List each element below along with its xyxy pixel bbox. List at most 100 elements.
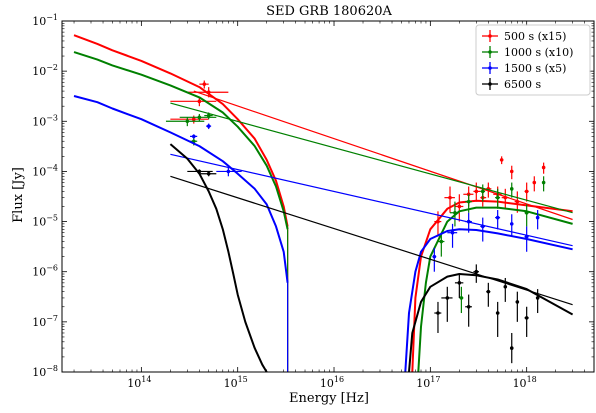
series-2-marker bbox=[206, 113, 211, 118]
legend-marker-dot bbox=[488, 66, 492, 70]
series-3-marker bbox=[226, 169, 231, 174]
series-4-marker bbox=[457, 281, 462, 285]
legend-marker-dot bbox=[488, 34, 492, 38]
series-1-data-point bbox=[444, 186, 455, 213]
series-2-optical-model-line bbox=[73, 51, 289, 230]
series-4-marker bbox=[495, 311, 500, 315]
legend-label: 500 s (x15) bbox=[504, 30, 566, 43]
legend-entry: 1500 s (x5) bbox=[482, 62, 566, 75]
x-tick-label: 1018 bbox=[513, 375, 537, 390]
series-3-powerlaw-line bbox=[170, 153, 573, 247]
series-4-marker bbox=[509, 346, 514, 350]
series-2-data-point bbox=[459, 286, 464, 314]
series-2-marker bbox=[185, 119, 190, 124]
series-4-data-point bbox=[441, 286, 453, 322]
series-2-marker bbox=[541, 180, 546, 185]
plot-area bbox=[73, 34, 574, 372]
series-2-marker bbox=[197, 115, 202, 120]
y-tick-label: 10−7 bbox=[32, 314, 58, 329]
series-3-marker bbox=[509, 222, 514, 226]
legend: 500 s (x15) 1000 s (x10) 1500 s (x5) 6500 s bbox=[475, 24, 591, 96]
series-1-data-point bbox=[509, 165, 514, 180]
y-tick-label: 10−5 bbox=[32, 214, 58, 229]
axes-frame bbox=[61, 20, 595, 373]
series-4-data-point bbox=[515, 291, 520, 322]
series-3-data-point bbox=[216, 167, 242, 177]
y-tick-label: 10−4 bbox=[32, 163, 58, 178]
x-tick-label: 1017 bbox=[416, 375, 440, 390]
legend-frame bbox=[475, 24, 591, 96]
series-1-marker bbox=[499, 158, 504, 162]
series-3-data-point bbox=[535, 210, 540, 230]
series-2-data-point bbox=[450, 201, 460, 227]
series-2-data-point bbox=[541, 176, 546, 192]
series-3-data-point bbox=[465, 212, 472, 233]
series-1-marker bbox=[436, 219, 440, 224]
series-3-data-point bbox=[447, 223, 458, 248]
series-4-marker bbox=[524, 316, 529, 320]
series-3-marker bbox=[535, 215, 540, 220]
series-2-marker bbox=[509, 187, 514, 191]
series-1-data-point bbox=[170, 97, 217, 107]
series-4-marker bbox=[535, 296, 540, 300]
legend-entry: 500 s (x15) bbox=[482, 30, 566, 43]
series-1-data-point bbox=[541, 162, 546, 174]
series-4-marker bbox=[445, 296, 450, 300]
series-2-marker bbox=[480, 189, 485, 194]
series-1-data-point bbox=[524, 182, 529, 202]
series-1-xray-model-line bbox=[411, 199, 573, 372]
y-tick-label: 10−3 bbox=[32, 113, 58, 128]
axes: 1014 1015 1016 1017 1018 10−8 10−7 10−6 10−5 10−4… bbox=[32, 13, 595, 390]
series-2-data-point bbox=[465, 194, 472, 213]
series-1-data-point bbox=[187, 87, 229, 98]
y-tick-label: 10−1 bbox=[32, 13, 58, 28]
series-1-marker bbox=[197, 99, 202, 104]
series-1-marker bbox=[541, 165, 546, 170]
series-4-data-point bbox=[199, 171, 217, 177]
series-1-marker bbox=[202, 82, 207, 86]
series-1-marker bbox=[191, 117, 196, 122]
series-2-marker bbox=[466, 199, 471, 204]
series-3-data-point bbox=[495, 210, 501, 230]
series-4-marker bbox=[466, 304, 471, 309]
series-2-data-point bbox=[524, 204, 529, 227]
series-3-data-point bbox=[524, 226, 529, 252]
series-1-data-point bbox=[473, 182, 481, 202]
legend-label: 1000 s (x10) bbox=[504, 46, 573, 59]
series-3-marker bbox=[432, 254, 437, 259]
series-4-marker bbox=[436, 311, 440, 315]
series-1-powerlaw-line bbox=[193, 90, 573, 221]
series-1-marker bbox=[457, 204, 462, 209]
series-1-marker bbox=[448, 195, 452, 200]
series-2-data-point bbox=[437, 232, 445, 257]
series-3-data-point bbox=[509, 214, 514, 237]
series-3-data-point bbox=[190, 134, 198, 139]
series-3-xray-model-line bbox=[404, 228, 573, 372]
series-3-marker bbox=[206, 124, 211, 128]
series-4-marker bbox=[515, 300, 520, 304]
legend-label: 6500 s bbox=[504, 78, 541, 91]
series-2-marker bbox=[495, 195, 500, 200]
series-3-marker bbox=[466, 219, 471, 224]
series-2-marker bbox=[453, 210, 457, 215]
series-3-marker bbox=[495, 215, 500, 220]
series-4-data-point bbox=[535, 289, 540, 314]
series-4-data-point bbox=[503, 277, 508, 302]
series-2-data-point bbox=[480, 184, 486, 202]
series-2-data-point bbox=[179, 113, 217, 122]
series-4-data-point bbox=[465, 294, 472, 327]
series-3-marker bbox=[450, 230, 455, 235]
series-3-data-point bbox=[480, 217, 486, 242]
series-4-optical-model-line bbox=[169, 143, 268, 372]
legend-marker-dot bbox=[488, 82, 492, 86]
series-1-marker bbox=[474, 189, 479, 194]
legend-label: 1500 s (x5) bbox=[504, 62, 566, 75]
y-tick-label: 10−2 bbox=[32, 63, 58, 78]
series-1-data-point bbox=[532, 176, 537, 192]
legend-entry: 1000 s (x10) bbox=[482, 46, 573, 59]
series-2-xray-model-line bbox=[417, 206, 573, 372]
series-1-marker bbox=[509, 169, 514, 174]
series-4-data-point bbox=[473, 264, 480, 283]
